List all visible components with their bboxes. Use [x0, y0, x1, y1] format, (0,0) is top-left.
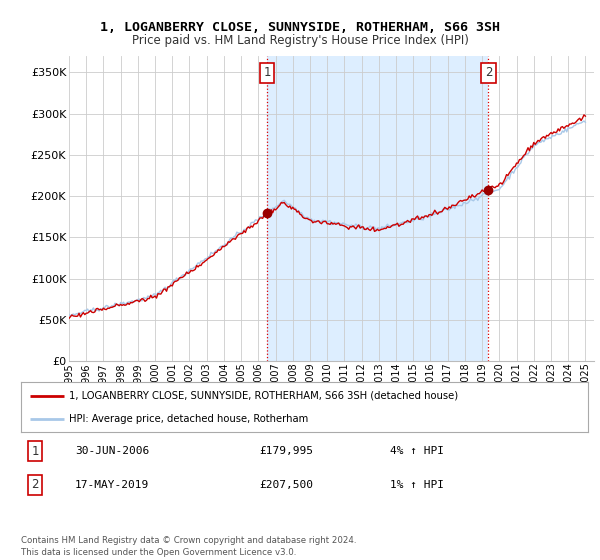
Text: Price paid vs. HM Land Registry's House Price Index (HPI): Price paid vs. HM Land Registry's House … — [131, 34, 469, 46]
Text: 30-JUN-2006: 30-JUN-2006 — [75, 446, 149, 456]
Text: 1, LOGANBERRY CLOSE, SUNNYSIDE, ROTHERHAM, S66 3SH: 1, LOGANBERRY CLOSE, SUNNYSIDE, ROTHERHA… — [100, 21, 500, 34]
Text: 1% ↑ HPI: 1% ↑ HPI — [389, 480, 443, 490]
Text: 1, LOGANBERRY CLOSE, SUNNYSIDE, ROTHERHAM, S66 3SH (detached house): 1, LOGANBERRY CLOSE, SUNNYSIDE, ROTHERHA… — [69, 390, 458, 400]
Text: 1: 1 — [31, 445, 39, 458]
Text: £179,995: £179,995 — [259, 446, 313, 456]
Bar — [267, 56, 488, 361]
Text: HPI: Average price, detached house, Rotherham: HPI: Average price, detached house, Roth… — [69, 414, 308, 424]
Text: 4% ↑ HPI: 4% ↑ HPI — [389, 446, 443, 456]
Text: £207,500: £207,500 — [259, 480, 313, 490]
Text: 17-MAY-2019: 17-MAY-2019 — [75, 480, 149, 490]
Text: 2: 2 — [485, 66, 492, 80]
Text: 2: 2 — [31, 478, 39, 492]
Text: 1: 1 — [263, 66, 271, 80]
Text: Contains HM Land Registry data © Crown copyright and database right 2024.
This d: Contains HM Land Registry data © Crown c… — [21, 536, 356, 557]
